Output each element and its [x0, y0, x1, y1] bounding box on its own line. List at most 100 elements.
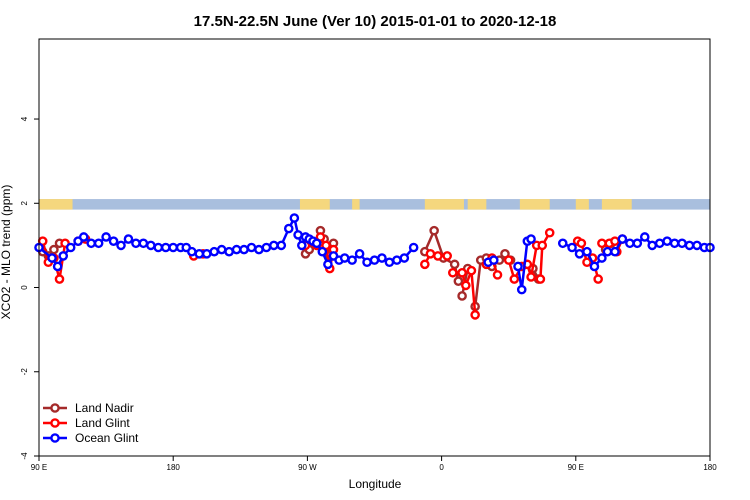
data-point	[339, 253, 350, 263]
data-point	[597, 253, 607, 263]
legend-item: Land Glint	[43, 416, 130, 430]
data-point	[65, 242, 76, 253]
data-point	[425, 249, 436, 259]
data-point	[684, 240, 695, 251]
data-point	[269, 240, 279, 251]
data-point	[544, 227, 555, 238]
data-point	[261, 242, 272, 253]
y-tick-label: 2	[20, 200, 29, 205]
data-point	[457, 291, 467, 301]
x-tick-label: 90 E	[31, 463, 47, 472]
x-axis-label: Longitude	[349, 477, 402, 491]
x-tick-label: 180	[167, 463, 181, 472]
legend-marker	[50, 418, 60, 428]
data-point	[610, 246, 620, 257]
data-point	[311, 238, 322, 249]
data-point	[516, 284, 527, 295]
data-point	[276, 240, 287, 251]
y-tick-label: 4	[20, 116, 29, 121]
legend-item: Land Nadir	[43, 401, 134, 415]
data-point	[602, 246, 613, 257]
data-point	[557, 238, 568, 249]
data-point	[639, 232, 650, 242]
data-point	[209, 246, 220, 257]
land-band-segment	[424, 199, 464, 210]
data-point	[408, 242, 419, 253]
data-point	[470, 310, 480, 320]
data-point	[677, 238, 687, 249]
data-point	[54, 274, 65, 284]
data-point	[509, 274, 520, 284]
y-axis-label: XCO2 - MLO trend (ppm)	[0, 185, 13, 320]
data-point	[503, 255, 514, 265]
data-point	[293, 230, 303, 240]
data-point	[610, 236, 620, 246]
x-tick-label: 90 W	[298, 463, 317, 472]
data-point	[392, 255, 402, 265]
data-point	[146, 240, 156, 251]
data-point	[593, 274, 603, 284]
x-tick-label: 0	[439, 463, 444, 472]
legend-label: Ocean Glint	[75, 431, 139, 445]
data-point	[420, 259, 430, 270]
data-point	[597, 238, 607, 249]
data-point	[488, 255, 499, 265]
data-point	[283, 223, 294, 234]
series-line	[539, 232, 551, 280]
data-point	[669, 238, 680, 249]
data-point	[160, 242, 171, 253]
ocean-band	[39, 199, 710, 210]
data-point	[647, 240, 658, 251]
data-point	[86, 238, 96, 249]
data-point	[354, 249, 365, 259]
x-tick-label: 90 E	[568, 463, 584, 472]
data-point	[317, 246, 328, 257]
data-point	[433, 251, 443, 261]
series-ocean-glint	[34, 213, 715, 295]
legend-item: Ocean Glint	[43, 431, 139, 445]
data-point	[297, 240, 307, 251]
data-point	[47, 253, 57, 263]
data-point	[662, 236, 672, 246]
data-point	[347, 255, 357, 265]
data-point	[224, 246, 234, 257]
data-point	[399, 253, 410, 263]
data-point	[49, 244, 59, 255]
data-point	[231, 244, 242, 255]
y-tick-label: -2	[20, 368, 29, 376]
data-point	[108, 236, 119, 246]
data-point	[526, 272, 536, 282]
data-point	[461, 280, 471, 291]
data-point	[153, 242, 164, 253]
data-point	[201, 249, 212, 259]
data-point	[131, 238, 141, 249]
x-tick-label: 180	[703, 463, 717, 472]
data-point	[384, 257, 395, 268]
data-point	[323, 259, 333, 270]
land-band-segment	[39, 199, 73, 210]
data-point	[625, 238, 635, 249]
data-point	[78, 232, 89, 242]
legend-label: Land Glint	[75, 416, 130, 430]
data-point	[654, 238, 665, 249]
data-point	[216, 244, 227, 255]
y-tick-label: -4	[20, 452, 29, 460]
legend-marker	[50, 403, 60, 413]
data-point	[457, 267, 467, 278]
data-point	[576, 238, 587, 249]
legend-label: Land Nadir	[75, 401, 134, 415]
data-point	[239, 244, 249, 255]
chart-title: 17.5N-22.5N June (Ver 10) 2015-01-01 to …	[194, 13, 557, 30]
plot-frame	[38, 38, 711, 457]
land-band-segment	[467, 199, 487, 210]
data-point	[52, 261, 63, 272]
data-point	[289, 213, 300, 223]
land-band-segment	[352, 199, 360, 210]
data-point	[254, 244, 264, 255]
data-point	[362, 257, 372, 268]
data-point	[692, 240, 702, 251]
data-point	[194, 249, 205, 259]
data-point	[589, 261, 600, 272]
